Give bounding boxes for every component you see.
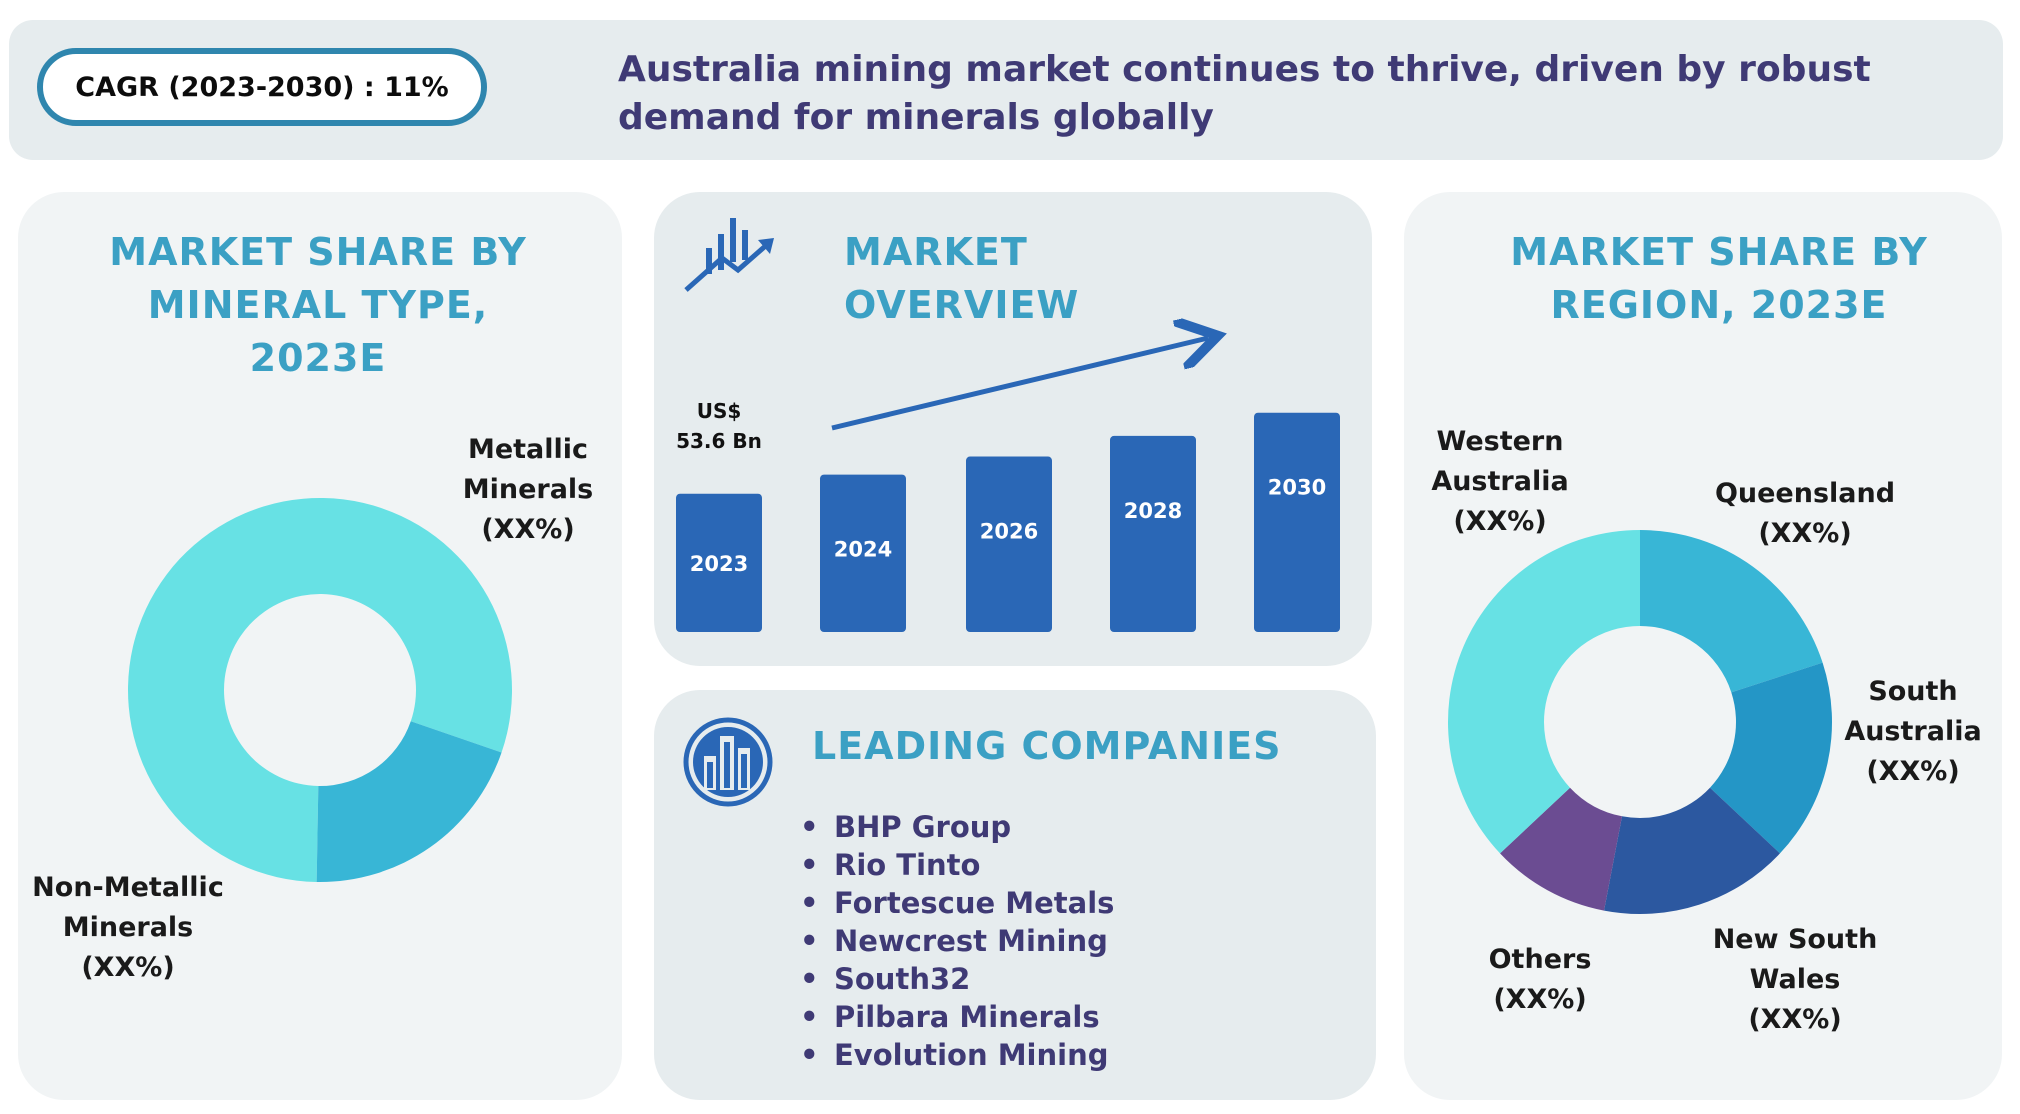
market-overview-panel: MARKET OVERVIEW (654, 192, 1372, 666)
company-item: Newcrest Mining (800, 922, 1114, 960)
company-item: Fortescue Metals (800, 884, 1114, 922)
region-title: MARKET SHARE BY REGION, 2023E (1510, 230, 1928, 327)
non-metallic-minerals-label: Non-Metallic Minerals (XX%) (32, 872, 224, 983)
growth-chart-icon (684, 218, 774, 292)
headline: Australia mining market continues to thr… (618, 49, 1871, 138)
company-item: South32 (800, 960, 1114, 998)
cagr-badge: CAGR (2023-2030) : 11% (37, 48, 487, 126)
mineral-type-title: MARKET SHARE BY MINERAL TYPE, 2023E (109, 230, 527, 380)
metallic-minerals-label: Metallic Minerals (XX%) (462, 434, 594, 545)
company-item: Rio Tinto (800, 846, 1114, 884)
mineral-type-panel: MARKET SHARE BY MINERAL TYPE, 2023E (18, 192, 622, 1100)
market-overview-title: MARKET OVERVIEW (844, 230, 1080, 327)
queensland-label: Queensland (XX%) (1714, 478, 1896, 549)
south-australia-label: South Australia (XX%) (1844, 676, 1982, 787)
company-item: Evolution Mining (800, 1036, 1114, 1074)
new-south-wales-label: New South Wales (XX%) (1712, 924, 1878, 1035)
company-item: BHP Group (800, 808, 1114, 846)
others-label: Others (XX%) (1488, 944, 1592, 1015)
company-item: Pilbara Minerals (800, 998, 1114, 1036)
header-banner: CAGR (2023-2030) : 11% Australia mining … (9, 20, 2003, 160)
buildings-icon (683, 717, 773, 807)
company-list: BHP GroupRio TintoFortescue MetalsNewcre… (800, 808, 1114, 1074)
western-australia-label: Western Australia (XX%) (1431, 426, 1569, 537)
leading-companies-title: LEADING COMPANIES (812, 724, 1282, 768)
